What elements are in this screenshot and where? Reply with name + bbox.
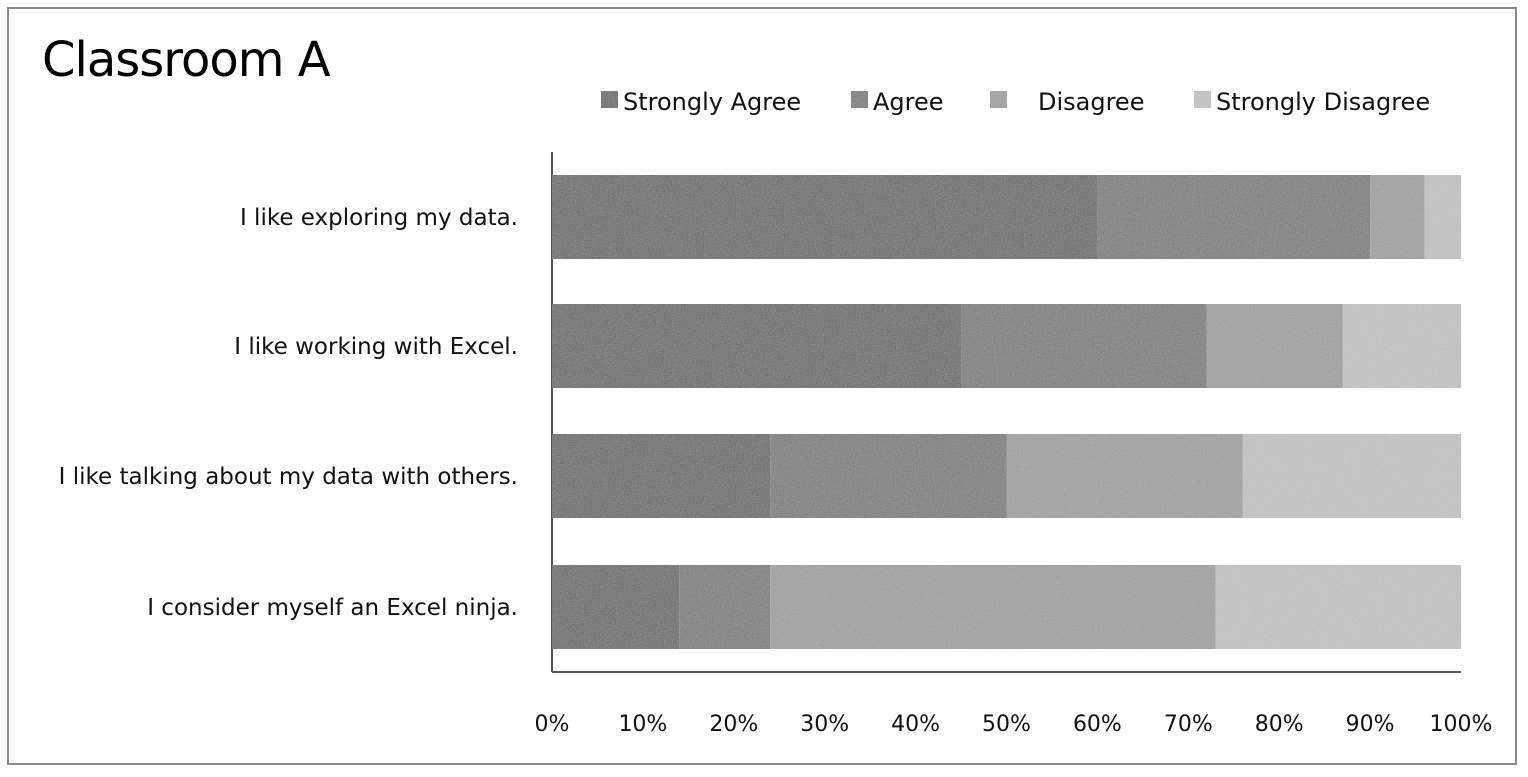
bar-1-0 — [1097, 175, 1371, 259]
category-label: I like talking about my data with others… — [59, 464, 518, 490]
legend-label: Strongly Disagree — [1216, 88, 1430, 116]
legend: Strongly Agree Agree Disagree Strongly Disa… — [601, 88, 1430, 116]
bar-0-0 — [552, 175, 1098, 259]
plot-area — [551, 152, 1461, 673]
x-tick-label: 50% — [982, 712, 1031, 737]
bar-2-1 — [1206, 304, 1343, 388]
legend-label: Disagree — [1038, 88, 1144, 116]
x-tick-label: 60% — [1073, 712, 1122, 737]
chart-title: Classroom A — [42, 32, 331, 88]
x-tick-label: 20% — [709, 712, 758, 737]
legend-label: Agree — [873, 88, 944, 116]
bar-0-2 — [552, 434, 771, 518]
category-label: I consider myself an Excel ninja. — [147, 595, 518, 621]
bar-2-2 — [1006, 434, 1243, 518]
x-tick-label: 80% — [1255, 712, 1304, 737]
legend-swatch — [601, 91, 618, 108]
bar-1-3 — [679, 565, 771, 649]
x-tick-label: 100% — [1430, 712, 1493, 737]
x-tick-label: 0% — [535, 712, 570, 737]
category-label: I like working with Excel. — [234, 334, 518, 360]
bar-2-3 — [770, 565, 1216, 649]
legend-swatch — [990, 91, 1007, 108]
x-tick-label: 30% — [800, 712, 849, 737]
bar-1-2 — [770, 434, 1007, 518]
legend-swatch — [851, 91, 868, 108]
x-tick-label: 70% — [1164, 712, 1213, 737]
x-tick-label: 90% — [1346, 712, 1395, 737]
legend-label: Strongly Agree — [623, 88, 801, 116]
bar-0-3 — [552, 565, 680, 649]
bar-0-1 — [552, 304, 962, 388]
legend-swatch — [1194, 91, 1211, 108]
category-label: I like exploring my data. — [240, 205, 518, 231]
x-tick-label: 40% — [891, 712, 940, 737]
category-axis: I like exploring my data. I like working … — [59, 205, 518, 621]
x-tick-label: 10% — [618, 712, 667, 737]
value-axis: 0% 10% 20% 30% 40% 50% 60% 70% 80% 90% 100% — [535, 712, 1493, 737]
bar-3-3 — [1215, 565, 1461, 649]
bar-1-1 — [961, 304, 1207, 388]
bar-3-1 — [1342, 304, 1461, 388]
bar-3-2 — [1242, 434, 1461, 518]
bar-3-0 — [1424, 175, 1461, 259]
bar-2-0 — [1370, 175, 1425, 259]
